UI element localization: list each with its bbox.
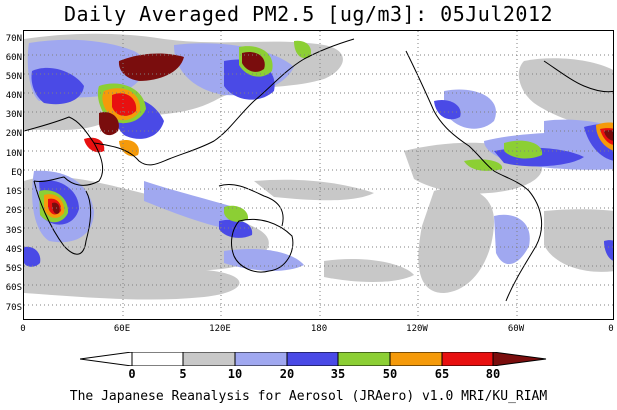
lat-label-10s: 10S xyxy=(5,187,22,197)
map-panel xyxy=(23,30,614,320)
lat-label-70n: 70N xyxy=(5,34,22,44)
colorbar-segment-5-10 xyxy=(182,352,236,366)
lon-label-120e: 120E xyxy=(209,324,231,334)
lat-label-eq: EQ xyxy=(11,168,22,178)
colorbar-tick-80: 80 xyxy=(485,367,501,381)
lat-label-20s: 20S xyxy=(5,206,22,216)
lat-label-40n: 40N xyxy=(5,91,22,101)
lat-label-70s: 70S xyxy=(5,303,22,313)
lon-label-60w: 60W xyxy=(507,324,525,334)
colorbar-segment-50-65 xyxy=(389,352,443,366)
lat-label-40s: 40S xyxy=(5,245,22,255)
colorbar-tick-65: 65 xyxy=(434,367,450,381)
lat-label-60n: 60N xyxy=(5,53,22,63)
colorbar-segment-0-5 xyxy=(131,352,184,366)
colorbar-tick-0: 0 xyxy=(128,367,136,381)
lat-label-60s: 60S xyxy=(5,283,22,293)
colorbar-segment-20-35 xyxy=(286,352,339,366)
lat-label-30s: 30S xyxy=(5,226,22,236)
colorbar-segment-35-50 xyxy=(337,352,391,366)
pm25-colorbar xyxy=(80,352,547,366)
lon-label-0-left: 0 xyxy=(20,324,26,334)
lat-label-50s: 50S xyxy=(5,264,22,274)
lat-label-30n: 30N xyxy=(5,110,22,120)
lon-label-180: 180 xyxy=(310,324,328,334)
coastlines xyxy=(24,38,613,302)
map-title: Daily Averaged PM2.5 [ug/m3]: 05Jul2012 xyxy=(63,2,554,26)
colorbar-tick-50: 50 xyxy=(382,367,398,381)
colorbar-tick-20: 20 xyxy=(279,367,295,381)
pm25-hazardous-areas xyxy=(52,51,613,214)
colorbar-tick-35: 35 xyxy=(330,367,346,381)
lat-lon-grid xyxy=(24,31,613,319)
lat-label-10n: 10N xyxy=(5,149,22,159)
lon-label-120w: 120W xyxy=(406,324,428,334)
lat-label-20n: 20N xyxy=(5,129,22,139)
colorbar-segment-below-0 xyxy=(80,352,133,366)
colorbar-segment-above-80 xyxy=(492,352,547,366)
colorbar-segment-65-80 xyxy=(441,352,494,366)
dataset-credit: The Japanese Reanalysis for Aerosol (JRA… xyxy=(69,389,548,404)
lat-label-50n: 50N xyxy=(5,72,22,82)
colorbar-tick-5: 5 xyxy=(179,367,187,381)
lon-label-60e: 60E xyxy=(113,324,131,334)
pm25-map xyxy=(24,31,613,319)
lon-label-0-right: 0 xyxy=(608,324,614,334)
colorbar-tick-10: 10 xyxy=(227,367,243,381)
colorbar-segment-10-20 xyxy=(234,352,288,366)
